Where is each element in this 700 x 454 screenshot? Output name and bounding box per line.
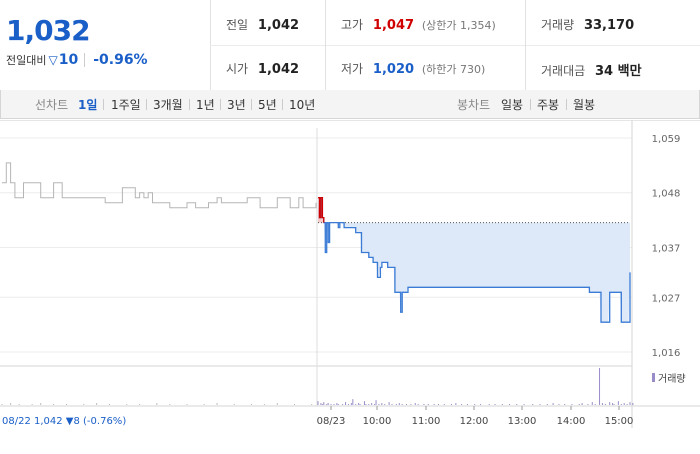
down-arrow-icon: ▽ bbox=[48, 53, 58, 67]
daily-candle-tab[interactable]: 일봉 bbox=[501, 98, 524, 112]
trade-value: 34 백만 bbox=[595, 64, 642, 79]
current-price-box: 1,032 전일대비 ▽ 10 -0.96% bbox=[0, 0, 211, 90]
current-price: 1,032 bbox=[6, 14, 91, 47]
low-label: 저가 bbox=[341, 62, 364, 76]
divider bbox=[103, 99, 104, 110]
change-label: 전일대비 bbox=[6, 54, 47, 67]
chart-toolbar: 선차트 1일 1주일 3개월 1년 3년 5년 10년 봉차트 일봉 주봉 월봉 bbox=[0, 90, 700, 119]
trade-value-label: 거래대금 bbox=[541, 64, 586, 78]
low-stat: 저가 1,020 (하한가 730) bbox=[341, 60, 485, 77]
monthly-candle-tab[interactable]: 월봉 bbox=[573, 98, 596, 112]
stat-col-3: 거래량 33,170 거래대금 34 백만 bbox=[525, 0, 700, 90]
y-tick-label: 1,048 bbox=[652, 189, 681, 200]
volume-stat: 거래량 33,170 bbox=[541, 16, 634, 33]
change-row: 전일대비 ▽ 10 -0.96% bbox=[6, 52, 148, 68]
volume-legend-label: 거래량 bbox=[658, 373, 686, 385]
range-1w-tab[interactable]: 1주일 bbox=[111, 98, 141, 112]
volume-value: 33,170 bbox=[583, 18, 635, 33]
x-tick-label: 11:00 bbox=[412, 416, 441, 427]
low-value: 1,020 bbox=[372, 62, 415, 77]
divider bbox=[566, 99, 567, 110]
range-10y-tab[interactable]: 10년 bbox=[289, 98, 316, 112]
range-3m-tab[interactable]: 3개월 bbox=[153, 98, 183, 112]
price-chart: 1,059 1,048 1,037 1,027 1,016 거래량 08/23 10:00 11… bbox=[0, 120, 700, 428]
price-summary: 1,032 전일대비 ▽ 10 -0.96% 전일 1,042 시가 1,042… bbox=[0, 0, 700, 91]
prev-day-line bbox=[2, 162, 317, 209]
volume-legend-swatch bbox=[652, 373, 655, 382]
lower-limit: (하한가 730) bbox=[421, 63, 486, 76]
x-tick-label: 14:00 bbox=[557, 416, 586, 427]
y-tick-label: 1,059 bbox=[652, 134, 681, 145]
below-ref-area bbox=[318, 222, 630, 323]
change-percent: -0.96% bbox=[93, 52, 148, 68]
prev-close-label: 전일 bbox=[226, 18, 249, 32]
x-tick-label: 15:00 bbox=[605, 416, 634, 427]
divider bbox=[251, 99, 252, 110]
x-tick-label: 13:00 bbox=[508, 416, 537, 427]
prev-close-stat: 전일 1,042 bbox=[226, 16, 299, 33]
today-up-line bbox=[318, 197, 325, 223]
x-tick-label: 10:00 bbox=[363, 416, 392, 427]
y-tick-label: 1,037 bbox=[652, 243, 681, 254]
divider bbox=[84, 53, 86, 67]
divider bbox=[220, 99, 221, 110]
line-chart-label: 선차트 bbox=[35, 98, 69, 112]
weekly-candle-tab[interactable]: 주봉 bbox=[537, 98, 560, 112]
volume-label: 거래량 bbox=[541, 18, 575, 32]
range-5y-tab[interactable]: 5년 bbox=[258, 98, 277, 112]
range-3y-tab[interactable]: 3년 bbox=[227, 98, 246, 112]
high-label: 고가 bbox=[341, 18, 364, 32]
prev-close-value: 1,042 bbox=[257, 18, 300, 33]
today-price-line bbox=[318, 197, 631, 323]
x-tick-label: 08/23 bbox=[317, 416, 346, 427]
upper-limit: (상한가 1,354) bbox=[421, 19, 496, 32]
open-label: 시가 bbox=[226, 62, 249, 76]
divider bbox=[189, 99, 190, 110]
x-tick-label: 12:00 bbox=[460, 416, 489, 427]
y-tick-label: 1,016 bbox=[652, 348, 681, 359]
candle-chart-label: 봉차트 bbox=[457, 98, 491, 112]
high-stat: 고가 1,047 (상한가 1,354) bbox=[341, 16, 496, 33]
range-1y-tab[interactable]: 1년 bbox=[196, 98, 215, 112]
trade-value-stat: 거래대금 34 백만 bbox=[541, 60, 642, 79]
prev-day-info: 08/22 1,042 ▼8 (-0.76%) bbox=[2, 416, 126, 427]
divider bbox=[530, 99, 531, 110]
high-value: 1,047 bbox=[372, 18, 415, 33]
divider bbox=[282, 99, 283, 110]
open-stat: 시가 1,042 bbox=[226, 60, 299, 77]
change-amount: 10 bbox=[58, 52, 79, 68]
open-value: 1,042 bbox=[257, 62, 300, 77]
chart-area: 1,059 1,048 1,037 1,027 1,016 거래량 08/23 10:00 11… bbox=[0, 120, 700, 450]
divider bbox=[146, 99, 147, 110]
row-divider bbox=[210, 45, 700, 46]
range-1d-tab[interactable]: 1일 bbox=[78, 98, 98, 112]
stat-col-1: 전일 1,042 시가 1,042 bbox=[210, 0, 326, 90]
y-tick-label: 1,027 bbox=[652, 293, 681, 304]
stat-col-2: 고가 1,047 (상한가 1,354) 저가 1,020 (하한가 730) bbox=[325, 0, 526, 90]
